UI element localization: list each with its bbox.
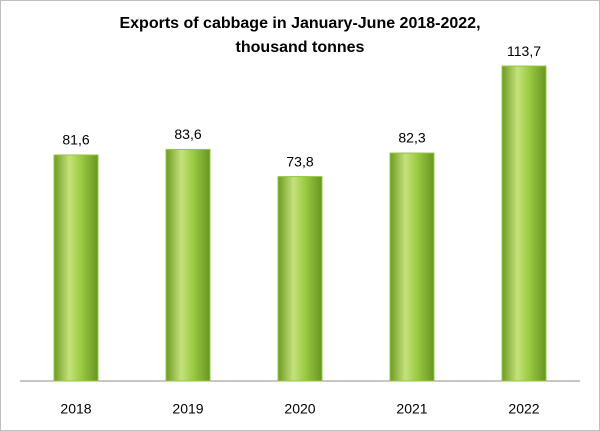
x-tick-label: 2020: [284, 401, 315, 417]
x-tick-label: 2022: [508, 401, 539, 417]
chart-title: Exports of cabbage in January-June 2018-…: [119, 15, 480, 32]
value-label: 81,6: [62, 132, 89, 148]
x-tick-label: 2021: [396, 401, 427, 417]
value-label: 82,3: [398, 130, 425, 146]
value-label: 73,8: [286, 153, 313, 169]
bar: [277, 176, 323, 382]
bar: [165, 148, 211, 382]
chart-title: thousand tonnes: [236, 39, 365, 56]
value-label: 113,7: [507, 43, 541, 59]
x-tick-label: 2019: [172, 401, 203, 417]
value-label: 83,6: [174, 126, 201, 142]
bar: [53, 154, 99, 382]
x-tick-label: 2018: [60, 401, 91, 417]
bar: [389, 152, 435, 382]
bar: [501, 65, 547, 382]
